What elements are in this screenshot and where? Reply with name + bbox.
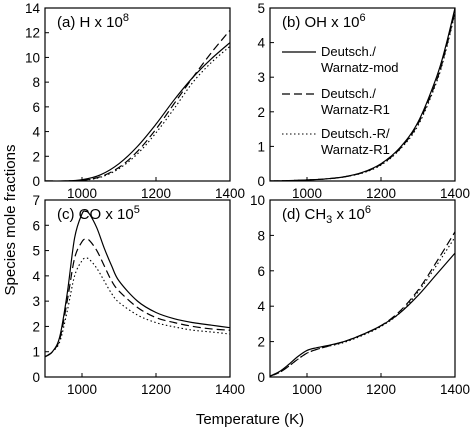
y-tick-label: 2 (32, 149, 40, 164)
series-dotted-line (270, 236, 455, 377)
y-tick-label: 10 (25, 50, 40, 65)
series-group (45, 210, 230, 358)
series-dashed-line (270, 231, 455, 377)
panel-b: 0 1 2 3 4 5 1000 1200 1400 (b) OH x 106 (257, 1, 470, 201)
series-dotted-line (45, 45, 230, 181)
y-tick-label: 0 (257, 174, 265, 189)
y-tick-label: 3 (32, 294, 40, 309)
y-tick-label: 6 (32, 218, 40, 233)
panel-title: (b) OH x 106 (282, 12, 366, 31)
panel-frame (269, 7, 456, 182)
x-tick-label: 1400 (440, 186, 470, 201)
x-axis-label: Temperature (K) (196, 411, 304, 428)
series-dashed-line (45, 29, 230, 181)
y-tick-label: 3 (257, 70, 265, 85)
y-tick-label: 6 (32, 100, 40, 115)
x-tick-label: 1400 (215, 382, 245, 397)
y-tick-label: 0 (32, 174, 40, 189)
x-tick-label: 1200 (141, 186, 171, 201)
y-tick-label: 2 (257, 335, 265, 350)
panel-c: 0 1 2 3 4 5 6 7 1000 1200 1400 (c) CO x 105 (32, 193, 245, 397)
x-tick-label: 1000 (67, 186, 97, 201)
x-tick-label: 1200 (366, 186, 396, 201)
legend: Deutsch./Warnatz-modDeutsch./Warnatz-R1D… (282, 44, 399, 157)
series-group (270, 231, 455, 377)
panel-title: (a) H x 108 (57, 12, 129, 31)
x-tick-label: 1200 (366, 382, 396, 397)
legend-label-line2: Warnatz-R1 (321, 102, 390, 117)
series-group (45, 29, 230, 181)
panel-title: (d) CH3 x 106 (282, 204, 371, 226)
y-tick-label: 0 (32, 370, 40, 385)
x-tick-label: 1200 (141, 382, 171, 397)
y-tick-label: 0 (257, 370, 265, 385)
y-tick-label: 2 (32, 319, 40, 334)
series-dashed-line (45, 238, 230, 358)
y-tick-label: 4 (32, 269, 40, 284)
legend-label-line2: Warnatz-mod (321, 60, 399, 75)
y-tick-label: 1 (32, 345, 40, 360)
series-solid-line (270, 252, 455, 377)
y-tick-label: 10 (250, 193, 265, 208)
y-tick-label: 8 (257, 228, 265, 243)
x-tick-label: 1000 (292, 382, 322, 397)
y-tick-label: 5 (257, 1, 265, 16)
y-tick-label: 2 (257, 105, 265, 120)
panel-frame (269, 199, 456, 378)
y-tick-label: 5 (32, 244, 40, 259)
series-solid-line (45, 210, 230, 358)
y-tick-label: 6 (257, 264, 265, 279)
x-tick-label: 1400 (440, 382, 470, 397)
panel-d: 0 2 4 6 8 10 1000 1200 1400 (d) CH3 x 106 (250, 193, 470, 397)
y-axis-label: Species mole fractions (2, 145, 19, 296)
x-tick-label: 1000 (67, 382, 97, 397)
series-group (270, 8, 455, 181)
y-tick-label: 12 (25, 26, 40, 41)
y-tick-label: 4 (32, 125, 40, 140)
y-tick-label: 4 (257, 36, 265, 51)
legend-label-line1: Deutsch./ (321, 44, 376, 59)
series-solid-line (45, 42, 230, 181)
panel-frame (44, 7, 231, 182)
y-tick-label: 14 (25, 1, 41, 16)
y-tick-label: 7 (32, 193, 40, 208)
x-tick-label: 1000 (292, 186, 322, 201)
panel-frame (44, 199, 231, 378)
legend-label-line1: Deutsch./ (321, 86, 376, 101)
x-tick-label: 1400 (215, 186, 245, 201)
y-tick-label: 1 (257, 139, 265, 154)
series-dashed-line (270, 11, 455, 181)
panel-title: (c) CO x 105 (57, 204, 140, 223)
legend-label-line1: Deutsch.-R/ (321, 126, 390, 141)
y-tick-label: 4 (257, 299, 265, 314)
legend-label-line2: Warnatz-R1 (321, 142, 390, 157)
panel-a: 0 2 4 6 8 10 12 14 1000 1200 1400 (a) H x 108 (25, 1, 245, 201)
y-tick-label: 8 (32, 75, 40, 90)
